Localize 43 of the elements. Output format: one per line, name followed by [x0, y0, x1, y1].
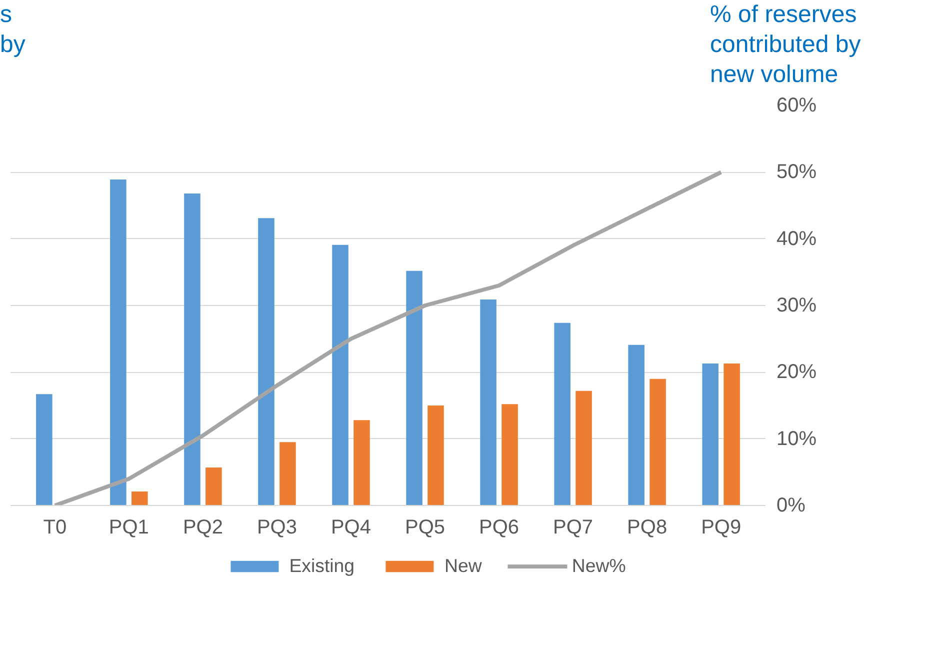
bar	[110, 180, 126, 506]
bar	[628, 344, 644, 506]
bar	[132, 492, 148, 506]
text: by	[0, 30, 26, 60]
bar	[280, 442, 296, 506]
bar	[354, 420, 370, 506]
x-tick-label: PQ8	[627, 516, 668, 538]
x-tick-label: PQ1	[108, 516, 149, 538]
x-tick-label: PQ5	[405, 516, 446, 538]
legend-label: New%	[572, 555, 626, 577]
bar	[576, 390, 592, 506]
y-tick-label: 50%	[776, 161, 817, 184]
y-tick-label: 30%	[776, 294, 817, 316]
x-tick-label: PQ4	[330, 516, 372, 538]
line-series	[52, 170, 724, 506]
y-tick-label: 10%	[776, 428, 817, 450]
x-tick-label: PQ6	[479, 516, 520, 538]
bar	[332, 244, 348, 506]
x-tick-label: PQ7	[553, 516, 594, 538]
bar	[406, 270, 422, 506]
bar	[502, 404, 518, 506]
bar	[36, 394, 52, 506]
y-tick-label: 40%	[776, 228, 817, 250]
y-tick-label: 0%	[776, 494, 806, 516]
bar	[702, 364, 718, 506]
x-tick-label: PQ3	[256, 516, 297, 538]
y-axis-title: % of reserves contributed by new volume	[710, 0, 862, 90]
text: s	[0, 0, 12, 30]
bar	[428, 406, 444, 506]
bar	[206, 468, 222, 506]
x-tick-label: PQ9	[701, 516, 742, 538]
bar	[480, 300, 496, 506]
bar	[184, 194, 200, 506]
bar	[554, 322, 570, 506]
y-tick-label: 20%	[776, 361, 817, 384]
legend-label: New	[444, 555, 482, 577]
bar	[258, 218, 274, 506]
y-tick-label: 60%	[776, 94, 817, 116]
bar	[650, 378, 666, 506]
legend-label: Existing	[289, 555, 355, 577]
x-tick-label: T0	[43, 516, 67, 538]
x-tick-label: PQ2	[182, 516, 223, 538]
bar	[724, 364, 740, 506]
